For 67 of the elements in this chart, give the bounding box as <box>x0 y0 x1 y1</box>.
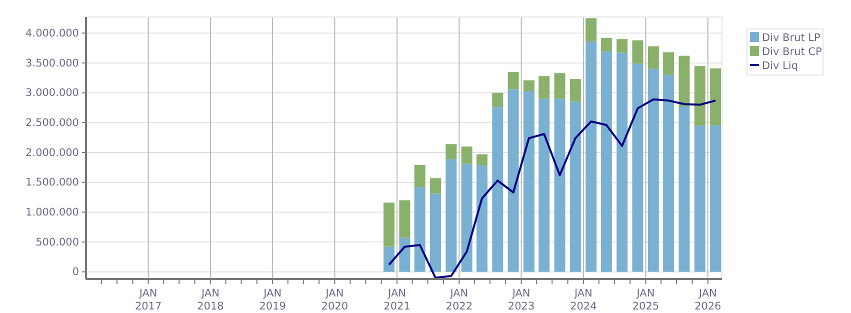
bar <box>508 89 519 272</box>
bar <box>632 40 644 64</box>
bar <box>476 165 488 272</box>
bar <box>710 126 722 272</box>
bar <box>663 74 674 272</box>
bar <box>430 194 441 272</box>
x-tick-label: JAN 2017 <box>134 287 162 313</box>
bar <box>554 98 566 272</box>
y-tick-label: 2.500.000 <box>26 116 79 129</box>
bar <box>399 200 410 238</box>
bar <box>384 202 395 247</box>
bar <box>616 39 628 53</box>
bar <box>616 52 628 272</box>
bar <box>600 38 612 52</box>
x-tick-label: JAN 2018 <box>197 287 224 313</box>
x-tick-label: JAN 2020 <box>321 287 348 313</box>
x-tick-label: JAN 2019 <box>259 287 286 313</box>
bar <box>710 68 722 126</box>
bar <box>600 52 612 272</box>
x-tick-label: JAN 2022 <box>446 287 473 313</box>
bar <box>663 52 674 75</box>
bar <box>430 178 441 194</box>
bar <box>508 72 519 90</box>
legend-label: Div Brut CP <box>762 46 822 58</box>
bar <box>570 79 581 102</box>
bar <box>570 102 581 272</box>
bar <box>694 66 706 126</box>
bar <box>523 91 534 272</box>
bar <box>632 64 644 272</box>
bar <box>648 46 659 69</box>
bar <box>678 106 690 272</box>
bar <box>678 56 690 107</box>
bar <box>648 68 659 272</box>
x-tick-label: JAN 2023 <box>508 287 535 313</box>
x-tick-label: JAN 2026 <box>694 287 722 313</box>
y-tick-label: 2.000.000 <box>26 146 79 159</box>
bar <box>461 164 472 272</box>
legend-label: Div Liq <box>762 60 798 72</box>
y-tick-label: 1.000.000 <box>26 206 79 219</box>
bar <box>586 18 597 42</box>
line-series <box>388 98 717 279</box>
x-tick-label: JAN 2025 <box>632 287 660 313</box>
bar <box>414 165 426 188</box>
bar <box>492 92 504 108</box>
bar <box>694 126 706 272</box>
x-tick-label: JAN 2021 <box>384 287 410 313</box>
bar <box>414 187 426 272</box>
bar <box>446 144 457 160</box>
bar <box>586 41 597 272</box>
bar <box>384 246 395 272</box>
bar <box>492 107 504 272</box>
bar <box>461 146 472 164</box>
bar <box>399 238 410 272</box>
y-tick-label: 1.500.000 <box>26 176 79 189</box>
bar <box>538 98 550 272</box>
x-tick-label: JAN 2024 <box>570 287 598 313</box>
y-tick-label: 3.500.000 <box>26 57 79 70</box>
bar <box>554 73 566 99</box>
bar <box>523 80 534 92</box>
y-tick-label: 0 <box>72 266 79 278</box>
bar <box>446 159 457 272</box>
bar <box>538 76 550 99</box>
y-tick-label: 500.000 <box>36 236 79 248</box>
bar <box>476 154 488 166</box>
legend-label: Div Brut LP <box>762 32 820 44</box>
y-tick-label: 3.000.000 <box>26 87 79 100</box>
y-tick-label: 4.000.000 <box>26 27 79 40</box>
